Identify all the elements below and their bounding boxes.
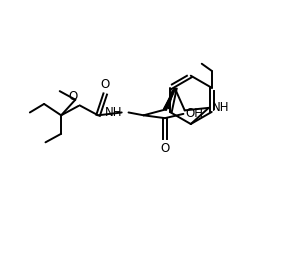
Text: NH: NH xyxy=(105,106,122,119)
Text: O: O xyxy=(68,90,77,103)
Polygon shape xyxy=(164,88,175,110)
Text: NH: NH xyxy=(212,101,230,114)
Text: O: O xyxy=(100,78,110,91)
Text: O: O xyxy=(160,142,170,155)
Text: OH: OH xyxy=(186,107,204,120)
